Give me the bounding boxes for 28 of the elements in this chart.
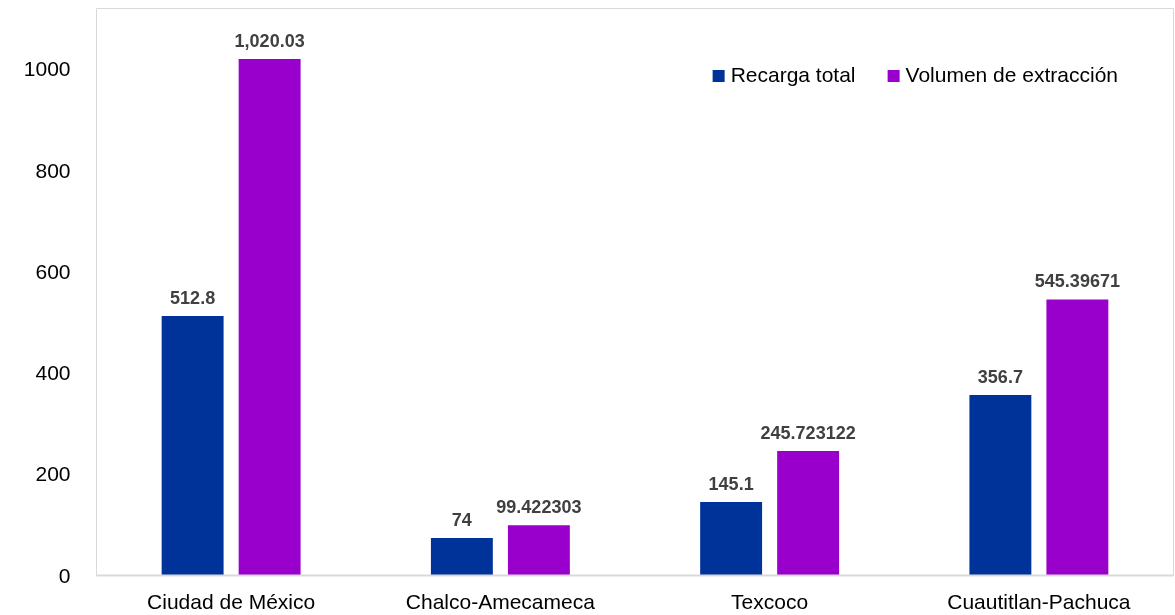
data-label: 512.8 bbox=[170, 287, 216, 308]
data-label: 1,020.03 bbox=[234, 31, 305, 52]
y-tick-label: 600 bbox=[35, 259, 71, 283]
y-tick-label: 800 bbox=[35, 158, 71, 182]
y-tick-label: 1000 bbox=[23, 57, 71, 81]
legend-label: Volumen de extracción bbox=[905, 63, 1118, 87]
y-tick-label: 200 bbox=[35, 462, 71, 486]
data-label: 545.39671 bbox=[1034, 271, 1120, 292]
x-tick-label: Cuautitlan-Pachuca bbox=[947, 589, 1131, 613]
bar bbox=[507, 525, 570, 576]
bar bbox=[777, 451, 840, 576]
y-tick-label: 0 bbox=[58, 563, 71, 587]
data-label: 99.422303 bbox=[496, 497, 582, 518]
x-tick-label: Texcoco bbox=[731, 589, 809, 613]
data-label: 245.723122 bbox=[760, 423, 856, 444]
bar bbox=[161, 315, 224, 576]
data-label: 74 bbox=[451, 510, 472, 531]
data-label: 145.1 bbox=[708, 474, 754, 495]
bar bbox=[1046, 299, 1109, 576]
bar bbox=[969, 394, 1032, 576]
x-tick-label: Chalco-Amecameca bbox=[405, 589, 596, 613]
data-label: 356.7 bbox=[977, 366, 1023, 387]
bar bbox=[238, 59, 301, 576]
bar bbox=[430, 538, 493, 576]
y-tick-label: 400 bbox=[35, 361, 71, 384]
bar bbox=[700, 502, 763, 576]
x-tick-label: Ciudad de México bbox=[147, 589, 316, 613]
legend-label: Recarga total bbox=[730, 63, 856, 87]
